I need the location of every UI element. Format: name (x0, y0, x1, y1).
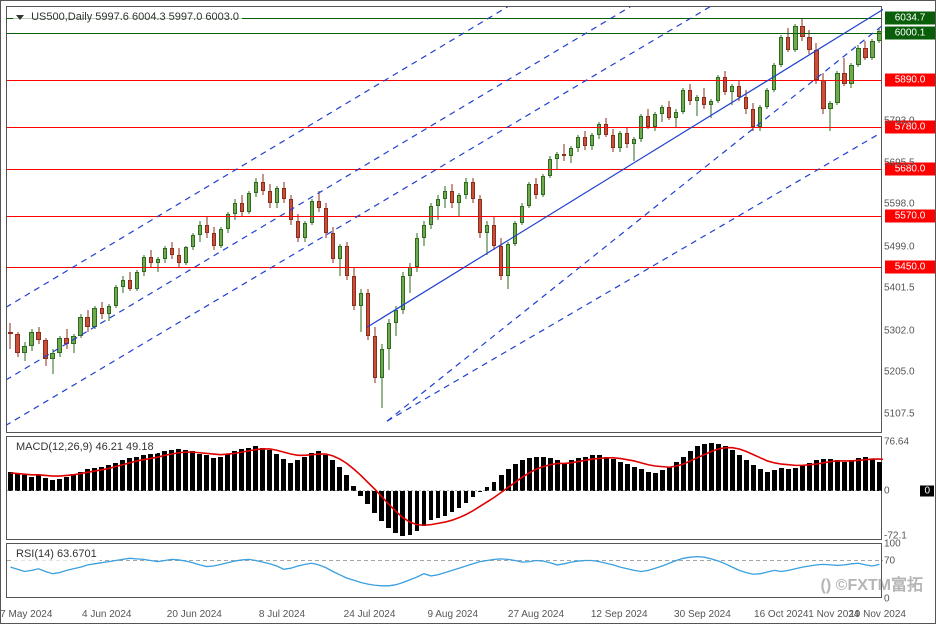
ohlc-text: 5997.6 6004.3 5997.0 6003.0 (95, 11, 239, 23)
watermark: () ©FXTM富拓 (821, 571, 923, 595)
dropdown-icon[interactable] (16, 15, 24, 20)
rsi-line-layer (7, 544, 883, 599)
macd-title: MACD(12,26,9) 46.21 49.18 (13, 440, 157, 454)
symbol-title[interactable]: US500,Daily 5997.6 6004.3 5997.0 6003.0 (13, 10, 242, 24)
price-panel[interactable]: US500,Daily 5997.6 6004.3 5997.0 6003.0 … (6, 6, 882, 433)
rsi-panel[interactable]: RSI(14) 63.6701 100700 (6, 543, 882, 598)
x-axis: 17 May 20244 Jun 202420 Jun 20248 Jul 20… (6, 602, 882, 620)
rsi-title: RSI(14) 63.6701 (13, 547, 100, 561)
symbol-text: US500,Daily (31, 11, 92, 23)
macd-panel[interactable]: MACD(12,26,9) 46.21 49.18 76.640-72.10 (6, 436, 882, 540)
trendlines-layer (7, 7, 883, 434)
chart-root: US500,Daily 5997.6 6004.3 5997.0 6003.0 … (0, 0, 936, 624)
